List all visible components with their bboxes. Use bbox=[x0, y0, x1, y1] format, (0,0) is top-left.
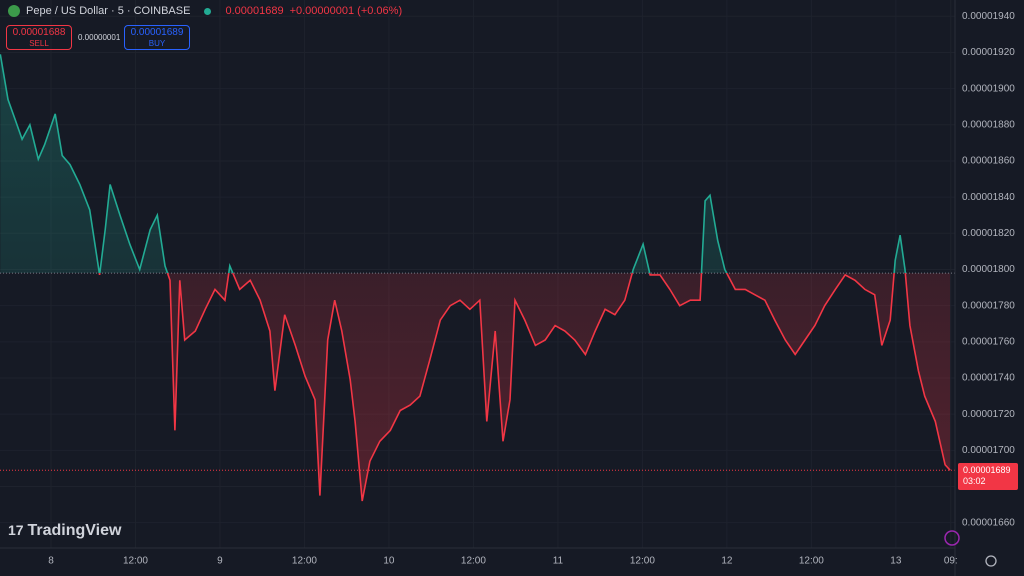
area-up bbox=[0, 54, 906, 274]
y-tick-label: 0.00001820 bbox=[962, 228, 1015, 239]
x-tick-label: 12:00 bbox=[799, 556, 824, 567]
x-tick-label: 11 bbox=[553, 556, 564, 567]
x-tick-label: 8 bbox=[48, 556, 54, 567]
y-tick-label: 0.00001880 bbox=[962, 119, 1015, 130]
x-tick-label: 12:00 bbox=[292, 556, 317, 567]
sell-price: 0.00001688 bbox=[12, 27, 66, 38]
buy-price: 0.00001689 bbox=[130, 27, 184, 38]
y-tick-label: 0.00001760 bbox=[962, 336, 1015, 347]
y-tick-label: 0.00001840 bbox=[962, 192, 1015, 203]
x-tick-label: 12:00 bbox=[461, 556, 486, 567]
line-up bbox=[0, 54, 907, 274]
spread: 0.00000001 bbox=[78, 33, 121, 42]
symbol: Pepe / US Dollar · 5 · COINBASE bbox=[26, 5, 191, 17]
x-tick-label: 9 bbox=[217, 556, 223, 567]
settings-icon[interactable] bbox=[985, 555, 997, 567]
area-down bbox=[0, 273, 951, 501]
sell-label: SELL bbox=[29, 39, 49, 48]
lightning-icon[interactable] bbox=[944, 530, 960, 546]
price-value: 0.00001689 bbox=[963, 465, 1011, 476]
x-tick-label: 12 bbox=[721, 556, 733, 567]
y-tick-label: 0.00001660 bbox=[962, 517, 1015, 528]
x-tick-label: 12:00 bbox=[630, 556, 655, 567]
price-label: 0.00001689 03:02 bbox=[958, 463, 1018, 491]
y-tick-label: 0.00001740 bbox=[962, 373, 1015, 384]
x-tick-label: 10 bbox=[383, 556, 395, 567]
x-tick-label: 12:00 bbox=[123, 556, 148, 567]
symbol-icon bbox=[8, 5, 20, 17]
live-dot bbox=[204, 7, 212, 15]
countdown: 03:02 bbox=[963, 476, 986, 487]
line-down bbox=[98, 273, 951, 502]
buy-label: BUY bbox=[148, 39, 166, 48]
change: +0.00000001 (+0.06%) bbox=[289, 5, 403, 17]
buy-button[interactable]: 0.00001689 BUY bbox=[124, 25, 190, 50]
y-tick-label: 0.00001700 bbox=[962, 445, 1015, 456]
y-tick-label: 0.00001720 bbox=[962, 409, 1015, 420]
legend: Pepe / US Dollar · 5 · COINBASE 0.000016… bbox=[8, 5, 402, 17]
y-tick-label: 0.00001860 bbox=[962, 156, 1015, 167]
x-tick-label: 09: bbox=[944, 556, 958, 567]
y-tick-label: 0.00001800 bbox=[962, 264, 1015, 275]
sell-button[interactable]: 0.00001688 SELL bbox=[6, 25, 72, 50]
y-tick-label: 0.00001780 bbox=[962, 300, 1015, 311]
logo[interactable]: 17 TradingView bbox=[8, 522, 122, 539]
x-tick-label: 13 bbox=[890, 556, 902, 567]
y-tick-label: 0.00001920 bbox=[962, 47, 1015, 58]
last-value: 0.00001689 bbox=[225, 5, 284, 17]
logo-text: TradingView bbox=[27, 522, 122, 539]
y-tick-label: 0.00001900 bbox=[962, 83, 1015, 94]
y-tick-label: 0.00001940 bbox=[962, 11, 1015, 22]
